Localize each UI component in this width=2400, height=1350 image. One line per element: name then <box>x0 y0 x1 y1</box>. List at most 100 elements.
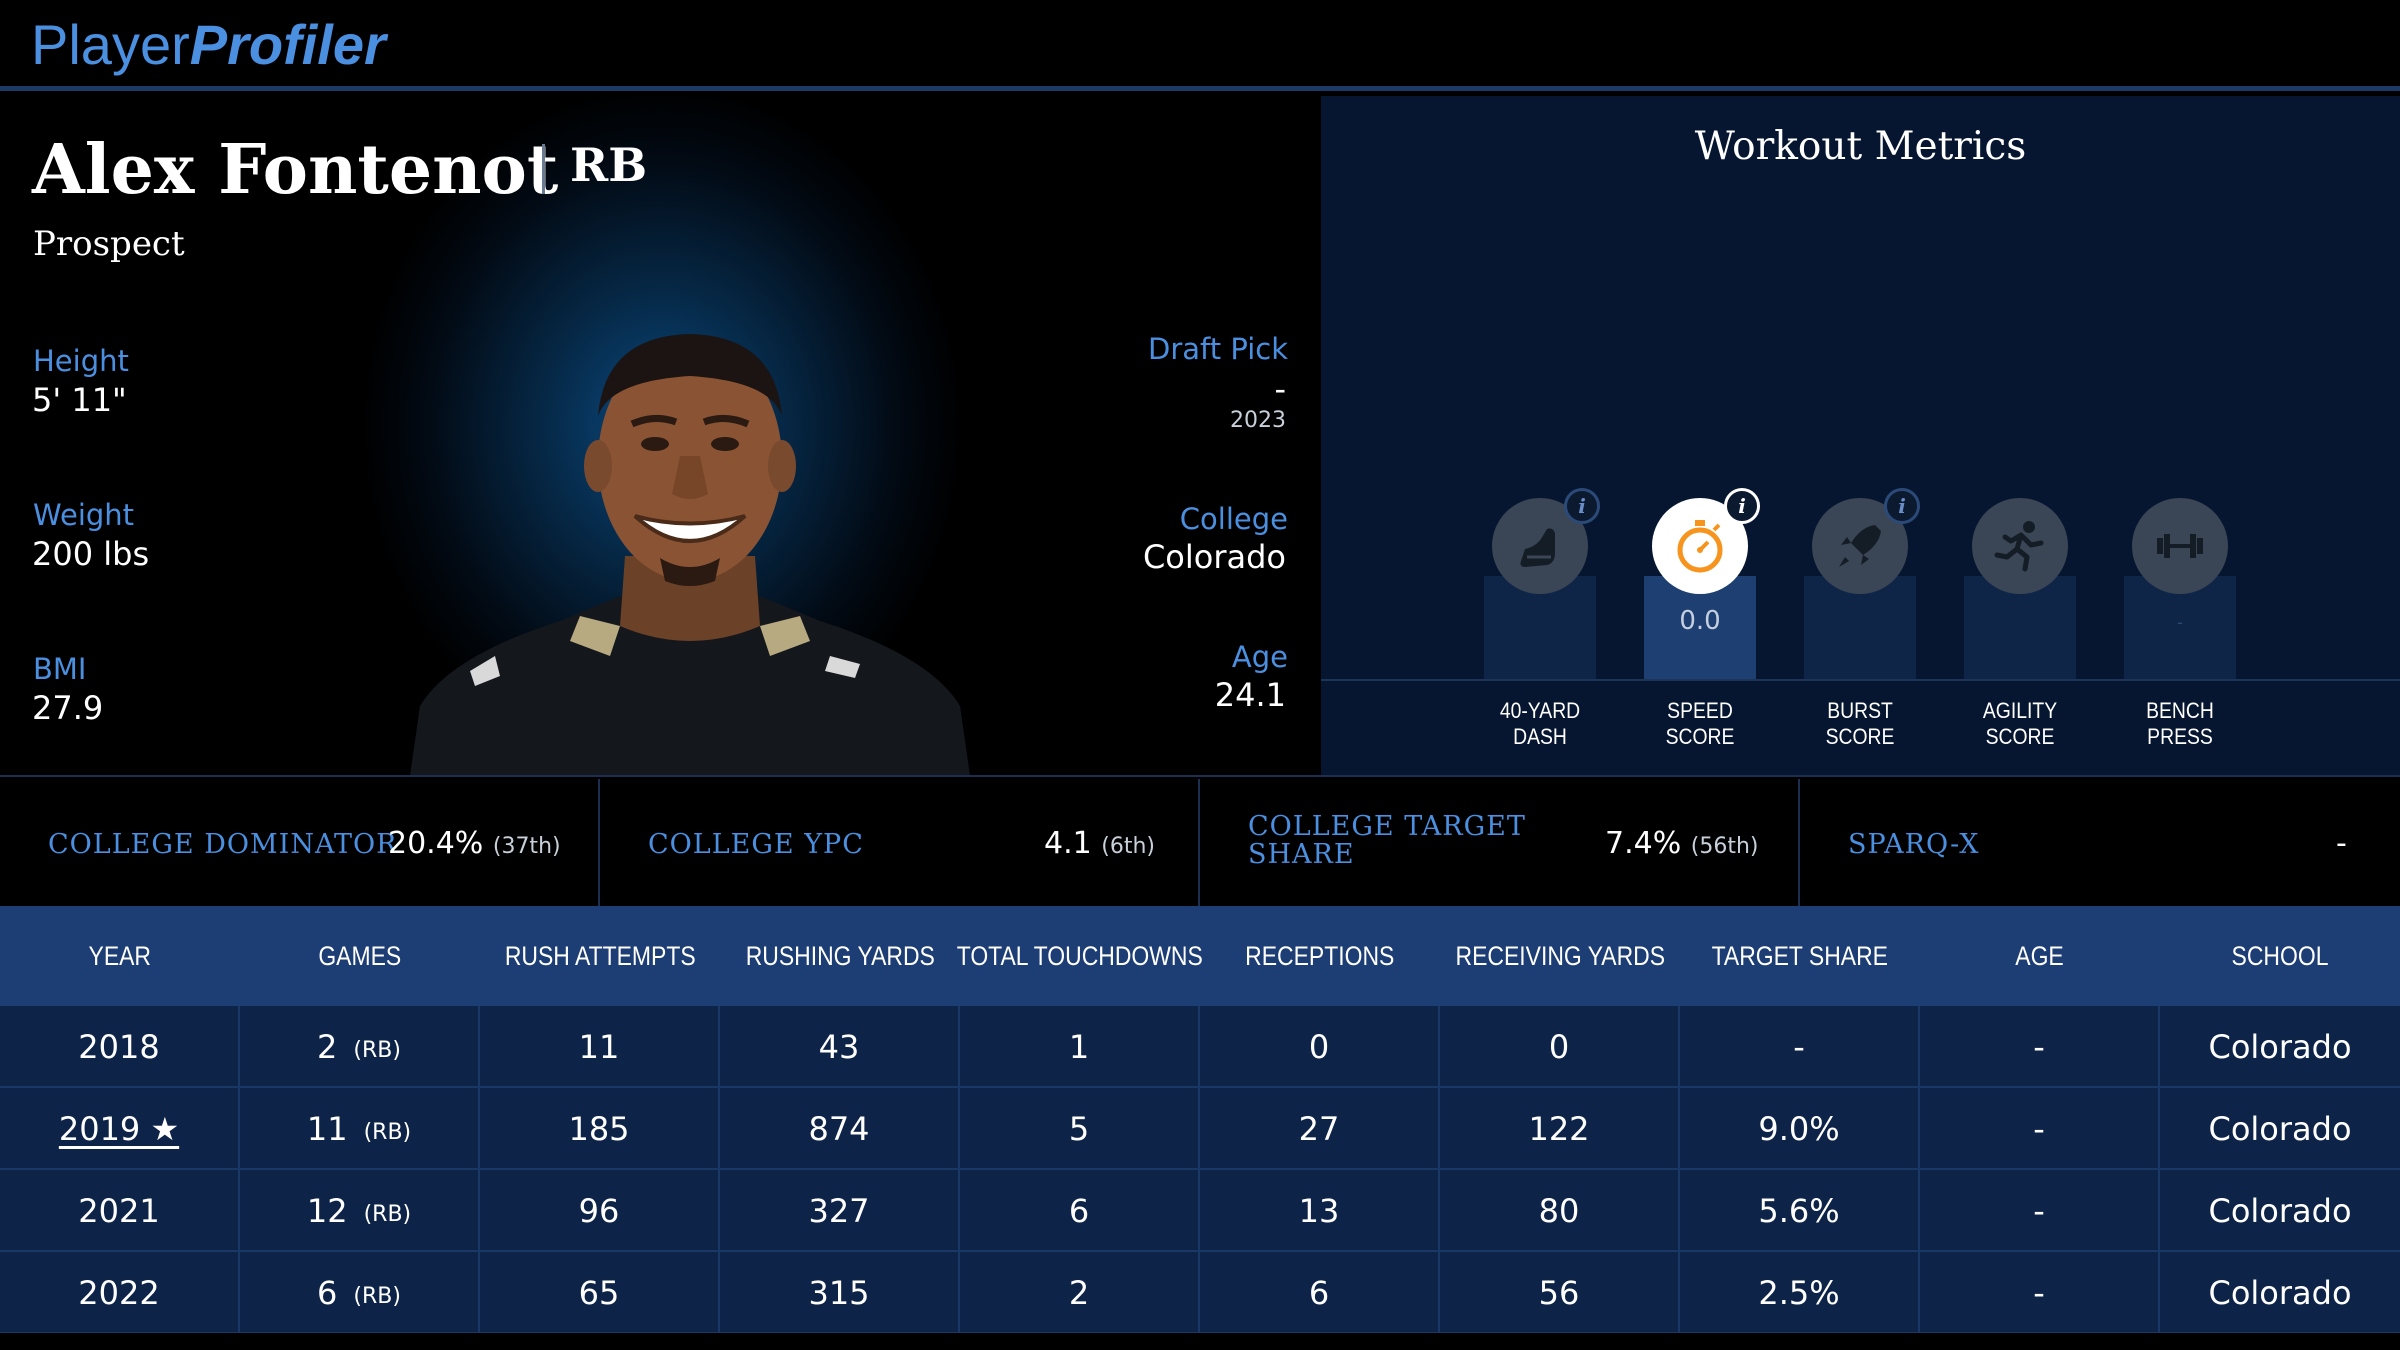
cell-receiving-yards: 56 <box>1440 1252 1680 1334</box>
col-header-age[interactable]: AGE <box>2015 940 2065 971</box>
bench-press-metric[interactable] <box>2132 498 2228 594</box>
player-status: Prospect <box>33 224 185 264</box>
agility-score-label: AGILITY SCORE <box>1982 698 2058 749</box>
cell-receptions: 6 <box>1200 1252 1440 1334</box>
cell-receptions: 0 <box>1200 1006 1440 1088</box>
workout-title: Workout Metrics <box>1694 124 2027 169</box>
height-label: Height <box>33 344 129 378</box>
college-metrics-bar: COLLEGE DOMINATOR 20.4% (37th) COLLEGE Y… <box>0 775 2400 906</box>
speed-score-value: 0.0 <box>1679 606 1721 636</box>
height-value: 5' 11" <box>32 381 127 419</box>
runner-icon <box>1994 521 2044 572</box>
name-divider <box>542 144 545 194</box>
cell-total-touchdowns: 6 <box>960 1170 1200 1252</box>
cell-rush-attempts: 185 <box>480 1088 720 1170</box>
cell-target-share: - <box>1680 1006 1920 1088</box>
sparq-x-value: - <box>2336 826 2347 861</box>
age-label: Age <box>1231 640 1288 674</box>
cell-receiving-yards: 122 <box>1440 1088 1680 1170</box>
cell-year: 2018 <box>0 1006 240 1088</box>
col-header-games[interactable]: GAMES <box>318 940 402 971</box>
cell-age: - <box>1920 1006 2160 1088</box>
shoe-icon <box>1520 528 1555 567</box>
age-value: 24.1 <box>1214 676 1286 714</box>
player-name: Alex Fontenot <box>32 130 559 210</box>
metric-separator <box>1198 779 1200 906</box>
draft-year: 2023 <box>1230 408 1286 433</box>
site-logo[interactable]: PlayerProfiler <box>31 12 386 77</box>
college-target-share-value: 7.4% (56th) <box>1605 826 1759 861</box>
cell-year-link[interactable]: 2019 ★ <box>0 1088 240 1170</box>
cell-rush-attempts: 96 <box>480 1170 720 1252</box>
col-header-receiving-yards[interactable]: RECEIVING YARDS <box>1455 940 1665 971</box>
table-row: 2019 ★ 11 (RB) 185 874 5 27 122 9.0% - Co… <box>0 1088 2400 1170</box>
table-header: YEAR GAMES RUSH ATTEMPTS RUSHING YARDS T… <box>0 906 2400 1006</box>
workout-metrics-panel: Workout Metrics i i 0.0 i <box>1321 96 2400 775</box>
college-dominator-label: COLLEGE DOMINATOR <box>48 829 398 860</box>
workout-baseline <box>1321 679 2400 681</box>
cell-school: Colorado <box>2208 1274 2352 1312</box>
bmi-label: BMI <box>33 652 87 686</box>
forty-yard-dash-info-icon[interactable]: i <box>1564 488 1600 524</box>
cell-rushing-yards: 43 <box>720 1006 960 1088</box>
speed-score-info-icon[interactable]: i <box>1724 488 1760 524</box>
player-position: RB <box>570 138 648 192</box>
agility-score-metric[interactable] <box>1972 498 2068 594</box>
cell-target-share: 2.5% <box>1680 1252 1920 1334</box>
cell-games: 11 (RB) <box>240 1088 480 1170</box>
logo-part-1: Player <box>31 13 190 76</box>
cell-age: - <box>1920 1170 2160 1252</box>
college-ypc-value: 4.1 (6th) <box>1044 826 1155 861</box>
weight-label: Weight <box>33 498 135 532</box>
cell-rush-attempts: 65 <box>480 1252 720 1334</box>
cell-receptions: 13 <box>1200 1170 1440 1252</box>
col-header-school[interactable]: SCHOOL <box>2231 940 2329 971</box>
sparq-x-label: SPARQ-X <box>1848 829 1980 860</box>
draft-pick-value: - <box>1274 370 1286 408</box>
burst-score-info-icon[interactable]: i <box>1884 488 1920 524</box>
col-header-total-touchdowns[interactable]: TOTAL TOUCHDOWNS <box>956 940 1204 971</box>
metric-separator <box>1798 779 1800 906</box>
cell-age: - <box>1920 1088 2160 1170</box>
cell-target-share: 9.0% <box>1680 1088 1920 1170</box>
bmi-value: 27.9 <box>32 689 104 727</box>
col-header-rush-attempts[interactable]: RUSH ATTEMPTS <box>504 940 696 971</box>
bench-press-value: - <box>2177 613 2183 632</box>
cell-school: Colorado <box>2208 1110 2352 1148</box>
player-panel: Alex Fontenot RB Prospect Height 5' 11" … <box>0 96 1319 775</box>
burst-score-label: BURST SCORE <box>1825 698 1895 749</box>
top-bar: PlayerProfiler <box>0 0 2400 91</box>
cell-target-share: 5.6% <box>1680 1170 1920 1252</box>
bench-press-label: BENCH PRESS <box>2146 698 2214 749</box>
col-header-target-share[interactable]: TARGET SHARE <box>1711 940 1889 971</box>
college-ypc-label: COLLEGE YPC <box>648 829 864 860</box>
cell-school: Colorado <box>2208 1028 2352 1066</box>
draft-pick-label: Draft Pick <box>1148 332 1288 366</box>
college-ypc-rank: (6th) <box>1101 834 1155 859</box>
rocket-icon <box>1839 525 1881 567</box>
col-header-receptions[interactable]: RECEPTIONS <box>1245 940 1395 971</box>
cell-total-touchdowns: 5 <box>960 1088 1200 1170</box>
cell-rushing-yards: 315 <box>720 1252 960 1334</box>
cell-age: - <box>1920 1252 2160 1334</box>
cell-rushing-yards: 327 <box>720 1170 960 1252</box>
metric-separator <box>598 779 600 906</box>
cell-receiving-yards: 0 <box>1440 1006 1680 1088</box>
college-label: College <box>1179 502 1288 536</box>
cell-total-touchdowns: 1 <box>960 1006 1200 1088</box>
logo-part-2: Profiler <box>189 13 386 76</box>
cell-year: 2022 <box>0 1252 240 1334</box>
cell-year: 2021 <box>0 1170 240 1252</box>
col-header-year[interactable]: YEAR <box>88 940 152 971</box>
weight-value: 200 lbs <box>32 535 150 573</box>
cell-school: Colorado <box>2208 1192 2352 1230</box>
col-header-rushing-yards[interactable]: RUSHING YARDS <box>745 940 935 971</box>
table-row: 2022 6 (RB) 65 315 2 6 56 2.5% - Colorado <box>0 1252 2400 1334</box>
cell-receptions: 27 <box>1200 1088 1440 1170</box>
college-stats-table: YEAR GAMES RUSH ATTEMPTS RUSHING YARDS T… <box>0 906 2400 1334</box>
cell-receiving-yards: 80 <box>1440 1170 1680 1252</box>
player-headshot <box>410 334 970 775</box>
college-dominator-rank: (37th) <box>492 834 561 859</box>
table-row: 2021 12 (RB) 96 327 6 13 80 5.6% - Colora… <box>0 1170 2400 1252</box>
cell-games: 12 (RB) <box>240 1170 480 1252</box>
